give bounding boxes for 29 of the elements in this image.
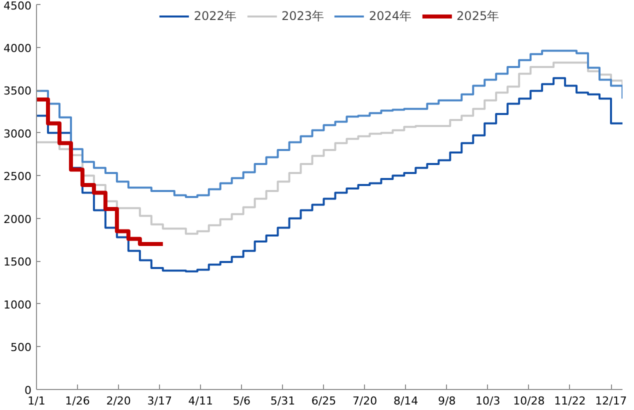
y-tick-label: 1000	[4, 298, 32, 312]
y-tick-label: 3000	[4, 127, 32, 140]
x-tick-label: 10/28	[513, 394, 545, 408]
x-tick-label: 6/25	[311, 394, 336, 408]
y-tick-label: 500	[10, 341, 32, 354]
x-tick-label: 3/17	[147, 394, 172, 408]
x-tick-label: 4/11	[188, 394, 213, 408]
x-tick-label: 1/1	[28, 394, 46, 408]
x-tick-label: 11/22	[554, 394, 586, 408]
legend-label: 2025年	[456, 8, 500, 24]
legend-label: 2024年	[369, 8, 412, 24]
y-tick-label: 3500	[4, 84, 32, 98]
y-tick-label: 2000	[4, 212, 32, 226]
x-tick-label: 2/20	[106, 394, 131, 408]
x-tick-label: 5/6	[232, 394, 251, 408]
y-tick-label: 1500	[4, 256, 32, 269]
y-tick-label: 2500	[4, 170, 32, 184]
y-tick-label: 4500	[4, 0, 32, 12]
y-tick-label: 0	[24, 384, 32, 397]
x-tick-label: 5/31	[270, 394, 296, 408]
x-tick-label: 7/20	[352, 394, 378, 408]
x-tick-label: 12/17	[595, 394, 627, 408]
x-tick-label: 1/26	[65, 394, 90, 408]
x-tick-label: 9/8	[438, 394, 456, 408]
legend-label: 2023年	[281, 8, 324, 24]
x-tick-label: 8/14	[393, 394, 418, 408]
x-tick-label: 10/3	[476, 394, 500, 408]
legend-label: 2022年	[194, 8, 236, 24]
y-tick-label: 4000	[4, 42, 32, 55]
